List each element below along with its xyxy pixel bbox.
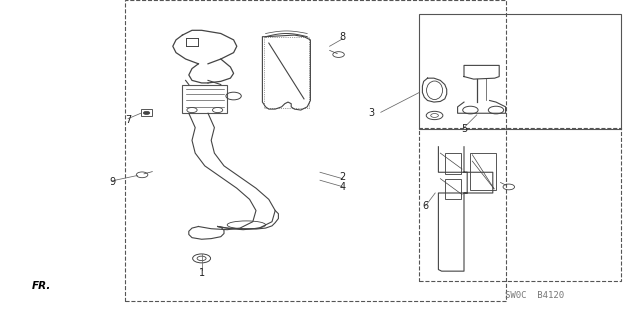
- Text: 3: 3: [368, 108, 374, 118]
- Text: 5: 5: [461, 124, 467, 134]
- Bar: [470, 153, 496, 190]
- Bar: [419, 14, 621, 129]
- Text: 8: 8: [339, 32, 346, 42]
- Bar: [141, 109, 152, 116]
- Text: 2: 2: [339, 172, 346, 182]
- Text: 9: 9: [109, 177, 115, 187]
- Bar: [445, 153, 461, 174]
- Bar: [182, 85, 227, 113]
- Bar: [419, 128, 621, 281]
- Text: 4: 4: [339, 182, 346, 192]
- Text: 1: 1: [198, 268, 205, 278]
- Text: FR.: FR.: [32, 280, 51, 291]
- Text: 6: 6: [422, 201, 429, 211]
- Circle shape: [143, 111, 150, 115]
- Text: 7: 7: [125, 115, 131, 125]
- Bar: [445, 179, 461, 199]
- Bar: [125, 0, 506, 301]
- Text: SW0C  B4120: SW0C B4120: [505, 291, 564, 300]
